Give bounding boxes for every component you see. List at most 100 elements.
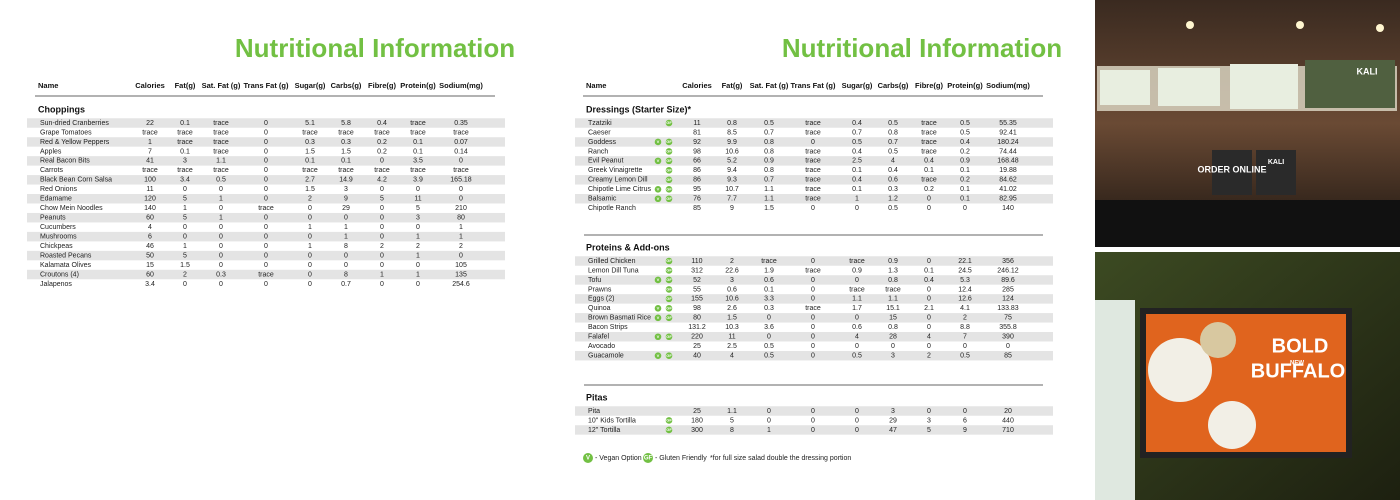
cell: 0.5 (960, 353, 970, 360)
cell: 20 (1004, 408, 1012, 415)
cell: trace (338, 129, 354, 136)
icon-label: GF (666, 148, 672, 153)
cell: 86 (693, 167, 701, 174)
cell: 1 (183, 243, 187, 250)
cell: 0 (344, 252, 348, 259)
cell: 40 (693, 353, 701, 360)
cell: 0 (767, 334, 771, 341)
cell: 5.1 (305, 120, 315, 127)
cell: 0 (380, 262, 384, 269)
icon-label: GF (666, 286, 672, 291)
icon-label: V (657, 353, 660, 358)
legend-icon (643, 453, 653, 463)
cell: 2 (963, 315, 967, 322)
cell: 0 (183, 233, 187, 240)
cell: 0 (264, 139, 268, 146)
cell: 0 (308, 252, 312, 259)
icon-label: V (657, 315, 660, 320)
cell: 220 (691, 334, 703, 341)
cell: 14.9 (339, 177, 353, 184)
cell: 1 (459, 233, 463, 240)
row-stripe (575, 313, 1053, 323)
cell: 140 (1002, 205, 1014, 212)
cell: 3.4 (145, 281, 155, 288)
cell: 25 (693, 343, 701, 350)
cell: 0 (380, 252, 384, 259)
cell: 4 (730, 353, 734, 360)
item-name: Croutons (4) (40, 271, 79, 278)
cell: 0 (459, 186, 463, 193)
item-name: Guacamole (588, 353, 624, 360)
cell: 0.5 (888, 148, 898, 155)
cell: trace (177, 129, 193, 136)
cell: 155 (691, 296, 703, 303)
cell: 0 (811, 286, 815, 293)
row-stripe (575, 350, 1053, 361)
cell: 5 (183, 252, 187, 259)
cell: 2.7 (305, 177, 315, 184)
row-stripe (575, 294, 1053, 304)
item-name: Cucumbers (40, 224, 76, 231)
icon-label: GF (666, 418, 672, 423)
photo-top (1095, 0, 1400, 247)
icon (665, 167, 673, 174)
cell: 0.5 (852, 139, 862, 146)
icon (665, 195, 673, 203)
cell: 46 (146, 243, 154, 250)
row-stripe (27, 137, 505, 147)
cell: 0 (927, 408, 931, 415)
cell: 0.1 (924, 167, 934, 174)
cell: 1.1 (852, 296, 862, 303)
cell: 0 (767, 315, 771, 322)
cell: 1.3 (888, 267, 898, 274)
cell: 22.6 (725, 267, 739, 274)
icon-label: GF (666, 158, 672, 163)
cell: 0.5 (764, 120, 774, 127)
row-stripe (27, 212, 505, 223)
cell: trace (374, 129, 390, 136)
cell: 0 (811, 417, 815, 424)
icon-label: V (657, 196, 660, 201)
cell: trace (805, 196, 821, 203)
cell: 135 (455, 271, 467, 278)
icon-label: V (657, 334, 660, 339)
cell: trace (302, 129, 318, 136)
cell: 50 (146, 252, 154, 259)
cell: 80 (457, 215, 465, 222)
cell: 180.24 (997, 139, 1019, 146)
cell: 1.1 (727, 408, 737, 415)
icon (665, 417, 673, 424)
cell: 81 (693, 129, 701, 136)
cell: 0.4 (377, 120, 387, 127)
cell: 0.7 (764, 177, 774, 184)
icon (665, 138, 673, 146)
item-name: Jalapenos (40, 281, 72, 288)
legend-icon-label: GF (644, 456, 653, 462)
cell: 1.1 (764, 196, 774, 203)
cell: 29 (889, 417, 897, 424)
legend-text: - Gluten Friendly (655, 455, 707, 462)
cell: 5.3 (960, 277, 970, 284)
cell: 1 (148, 139, 152, 146)
cell: 0.8 (764, 167, 774, 174)
cell: 0.8 (888, 277, 898, 284)
cell: 0.1 (305, 158, 315, 165)
cell: 2 (459, 243, 463, 250)
item-name: Chipotle Lime Citrus (588, 186, 652, 193)
cell: 440 (1002, 417, 1014, 424)
cell: trace (805, 129, 821, 136)
icon-label: GF (666, 258, 672, 263)
cell: 7 (963, 334, 967, 341)
cell: 0 (963, 343, 967, 350)
cell: 0.8 (764, 148, 774, 155)
cell: 4 (148, 224, 152, 231)
cell: 0.4 (852, 120, 862, 127)
column-header: Name (38, 81, 58, 90)
cell: 9.3 (727, 177, 737, 184)
cell: 0 (927, 205, 931, 212)
cell: 0 (219, 224, 223, 231)
item-name: Mushrooms (40, 233, 77, 240)
cell: 0.5 (960, 120, 970, 127)
cell: 12.4 (958, 286, 972, 293)
